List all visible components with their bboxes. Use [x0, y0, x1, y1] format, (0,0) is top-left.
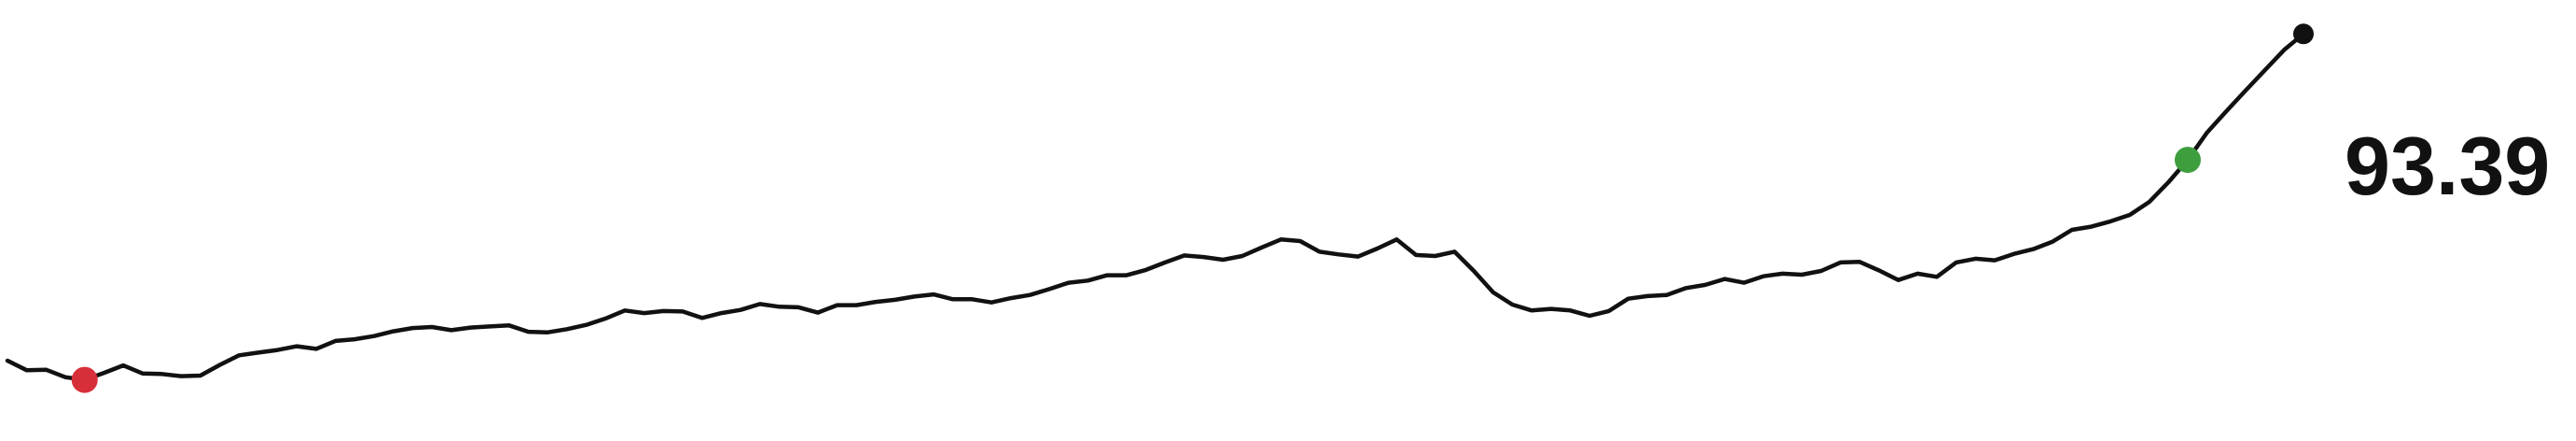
series-line [5, 32, 2306, 382]
max-point-marker [2175, 147, 2201, 174]
min-point-marker [71, 366, 98, 393]
point-markers [71, 23, 2314, 393]
last-value-label: 93.39 [2345, 120, 2550, 212]
last-point-marker [2293, 23, 2314, 45]
